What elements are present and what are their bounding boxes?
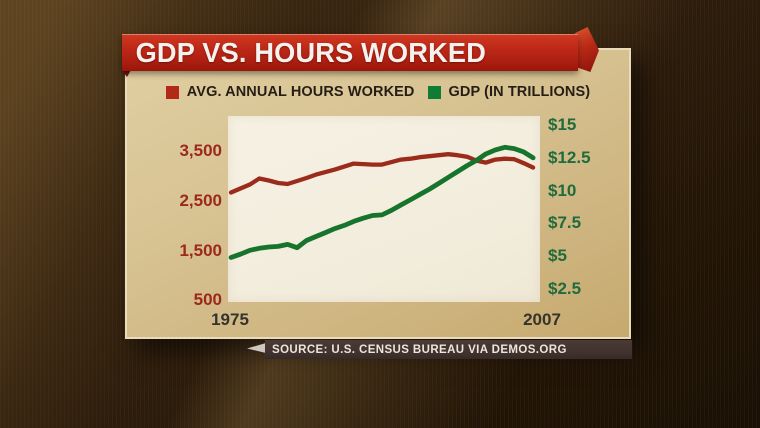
gdp-line: [228, 144, 536, 260]
source-text: SOURCE: U.S. CENSUS BUREAU VIA DEMOS.ORG: [272, 343, 567, 356]
source-bar: SOURCE: U.S. CENSUS BUREAU VIA DEMOS.ORG: [265, 340, 632, 359]
left-axis-tick: 1,500: [179, 240, 222, 260]
hours-swatch-icon: [165, 85, 179, 99]
legend-label-gdp: GDP (IN TRILLIONS): [448, 84, 591, 100]
right-axis-tick: $10: [548, 180, 577, 200]
source-bar-curl-icon: [247, 343, 266, 353]
legend-item-gdp: GDP (IN TRILLIONS): [427, 84, 591, 100]
hours-line: [228, 152, 536, 195]
title-banner: GDP VS. HOURS WORKED: [122, 34, 578, 71]
right-axis-tick: $7.5: [548, 213, 582, 233]
plot-area: [228, 116, 540, 302]
left-axis-tick: 500: [193, 290, 222, 310]
right-axis-tick: $12.5: [548, 147, 591, 167]
banner-left-fold-icon: [122, 70, 131, 77]
chart-legend: AVG. ANNUAL HOURS WORKED GDP (IN TRILLIO…: [125, 82, 631, 102]
gdp-swatch-icon: [427, 85, 441, 99]
right-axis-tick: $2.5: [548, 279, 582, 298]
left-axis-tick: 2,500: [179, 190, 222, 210]
right-axis-tick: $5: [548, 246, 567, 266]
legend-item-hours: AVG. ANNUAL HOURS WORKED: [165, 84, 415, 100]
right-axis-tick: $15: [548, 115, 577, 134]
page-title: GDP VS. HOURS WORKED: [135, 36, 487, 68]
line-chart: [228, 144, 536, 260]
x-axis-tick-end: 2007: [523, 310, 561, 329]
legend-label-hours: AVG. ANNUAL HOURS WORKED: [186, 84, 415, 100]
left-axis-tick: 3,500: [179, 141, 222, 161]
x-axis-tick-start: 1975: [211, 310, 249, 329]
